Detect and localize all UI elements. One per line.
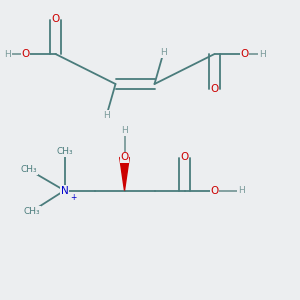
Text: H: H [238, 186, 245, 195]
Text: CH₃: CH₃ [56, 147, 73, 156]
Text: H: H [121, 126, 128, 135]
Text: O: O [51, 14, 60, 25]
Text: +: + [70, 194, 77, 202]
Text: O: O [210, 185, 219, 196]
Text: O: O [180, 152, 189, 163]
Polygon shape [120, 158, 129, 190]
Text: O: O [240, 49, 249, 59]
Text: O: O [21, 49, 30, 59]
Text: H: H [103, 111, 110, 120]
Text: CH₃: CH₃ [20, 165, 37, 174]
Text: H: H [4, 50, 11, 58]
Text: CH₃: CH₃ [23, 207, 40, 216]
Text: H: H [259, 50, 266, 58]
Text: O: O [120, 152, 129, 163]
Text: H: H [160, 48, 167, 57]
Text: N: N [61, 185, 68, 196]
Text: O: O [210, 83, 219, 94]
